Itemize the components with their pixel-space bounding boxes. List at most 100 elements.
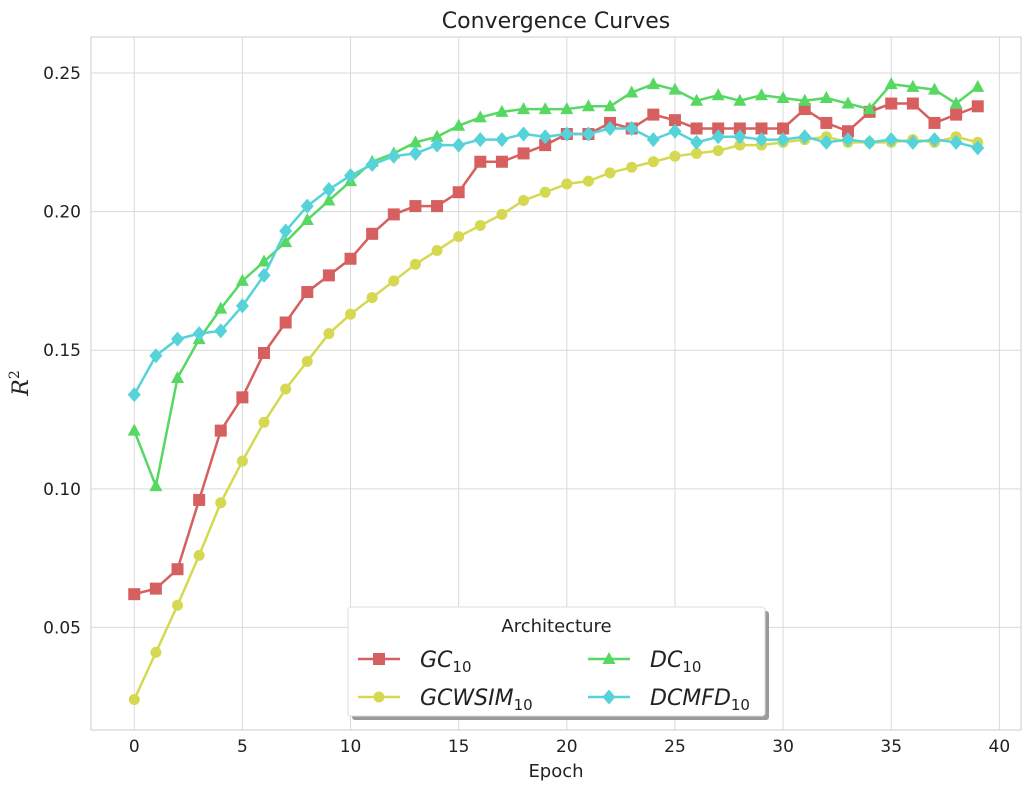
data-point bbox=[950, 108, 963, 121]
data-point bbox=[841, 96, 855, 109]
data-point bbox=[430, 137, 444, 153]
data-point bbox=[646, 77, 660, 90]
data-point bbox=[690, 93, 704, 106]
data-point bbox=[409, 200, 422, 213]
y-axis-title-text: R2 bbox=[7, 370, 34, 397]
legend-label-subscript: 10 bbox=[682, 658, 701, 676]
legend-marker bbox=[373, 653, 385, 665]
legend-label-name: GCWSIM bbox=[420, 686, 514, 711]
x-axis-title: Epoch bbox=[528, 761, 583, 782]
data-point bbox=[344, 168, 358, 184]
legend-marker bbox=[373, 691, 385, 703]
data-point bbox=[646, 132, 660, 148]
data-point bbox=[366, 292, 378, 304]
data-point bbox=[235, 273, 249, 286]
data-point bbox=[863, 102, 877, 115]
data-point bbox=[603, 120, 617, 136]
data-point bbox=[733, 93, 747, 106]
data-point bbox=[171, 370, 185, 383]
data-point bbox=[172, 599, 184, 611]
data-point bbox=[279, 223, 293, 239]
data-point bbox=[949, 96, 963, 109]
y-axis-title-superscript: 2 bbox=[7, 370, 23, 379]
data-point bbox=[560, 126, 574, 142]
data-series bbox=[127, 77, 985, 706]
data-point bbox=[971, 140, 985, 156]
data-point bbox=[820, 116, 833, 129]
axis-tick-labels: 0 5 10 15 20 25 30 35 40 0.05 0.10 0.15 0.20 0.25 bbox=[43, 64, 1010, 757]
data-point bbox=[971, 100, 984, 113]
legend-marker bbox=[602, 689, 616, 705]
legend-entry: GC10 bbox=[358, 648, 472, 676]
x-tick-label: 40 bbox=[989, 737, 1011, 757]
data-point bbox=[128, 694, 140, 706]
data-point bbox=[798, 103, 811, 116]
x-tick-label: 10 bbox=[340, 737, 362, 757]
data-point bbox=[257, 267, 271, 283]
data-point bbox=[668, 123, 682, 139]
data-point bbox=[754, 132, 768, 148]
data-point bbox=[712, 122, 725, 135]
data-point bbox=[149, 582, 162, 595]
data-point bbox=[171, 331, 185, 347]
data-point bbox=[906, 97, 919, 110]
data-point bbox=[928, 116, 941, 129]
data-point bbox=[150, 646, 162, 658]
data-point bbox=[927, 132, 941, 148]
data-point bbox=[776, 90, 790, 103]
data-point bbox=[474, 155, 487, 168]
data-point bbox=[473, 110, 487, 123]
data-point bbox=[711, 88, 725, 101]
data-point bbox=[192, 326, 206, 342]
y-tick-label: 0.15 bbox=[43, 341, 81, 361]
data-point bbox=[300, 212, 314, 225]
data-point bbox=[474, 219, 486, 231]
data-point bbox=[236, 391, 249, 404]
y-tick-label: 0.20 bbox=[43, 203, 81, 223]
legend-label: GCWSIM10 bbox=[420, 686, 533, 714]
x-tick-label: 35 bbox=[880, 737, 902, 757]
legend-box bbox=[347, 606, 766, 717]
data-point bbox=[495, 104, 509, 117]
series-dcmfd bbox=[127, 120, 985, 403]
data-point bbox=[711, 129, 725, 145]
legend-label-name: DCMFD bbox=[650, 686, 731, 711]
y-axis-title: R2 bbox=[7, 370, 34, 397]
legend-label-subscript: 10 bbox=[731, 696, 750, 714]
data-point bbox=[734, 139, 746, 151]
data-point bbox=[884, 132, 898, 148]
data-point bbox=[235, 298, 249, 314]
data-point bbox=[452, 137, 466, 153]
y-tick-label: 0.25 bbox=[43, 64, 81, 84]
legend-label: DCMFD10 bbox=[650, 686, 750, 714]
data-point bbox=[279, 316, 292, 329]
data-point bbox=[258, 416, 270, 428]
data-point bbox=[408, 135, 422, 148]
data-point bbox=[517, 102, 531, 115]
data-point bbox=[453, 231, 465, 243]
data-point bbox=[581, 126, 595, 142]
chart-title: Convergence Curves bbox=[442, 9, 670, 34]
data-point bbox=[193, 549, 205, 561]
data-point bbox=[149, 348, 163, 364]
data-point bbox=[668, 82, 682, 95]
data-point bbox=[561, 178, 573, 190]
series-gcwsim bbox=[128, 131, 984, 706]
data-point bbox=[409, 258, 421, 270]
data-point bbox=[149, 479, 163, 492]
data-point bbox=[819, 134, 833, 150]
legend-entry: DC10 bbox=[588, 648, 701, 676]
data-point bbox=[754, 88, 768, 101]
data-point bbox=[127, 387, 141, 403]
data-point bbox=[798, 93, 812, 106]
data-point bbox=[214, 424, 227, 437]
series-line bbox=[133, 135, 979, 701]
data-point bbox=[669, 150, 681, 162]
data-point bbox=[430, 129, 444, 142]
data-point bbox=[518, 195, 530, 207]
data-point bbox=[712, 145, 724, 157]
x-tick-label: 25 bbox=[664, 737, 686, 757]
series-line bbox=[133, 127, 979, 396]
data-point bbox=[819, 90, 833, 103]
legend-label-subscript: 10 bbox=[514, 696, 533, 714]
